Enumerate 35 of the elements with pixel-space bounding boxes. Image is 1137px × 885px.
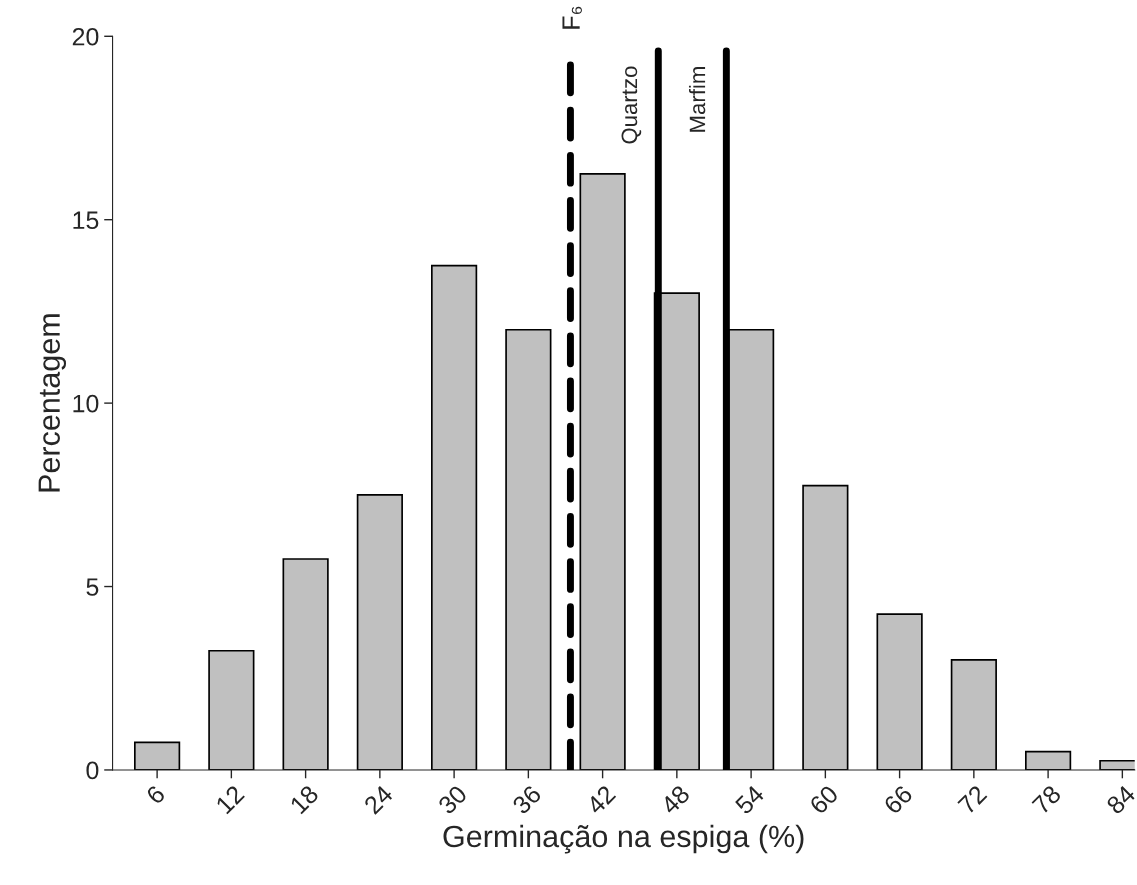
x-tick-label: 12 bbox=[215, 784, 245, 815]
x-tick-label: 30 bbox=[437, 784, 468, 816]
bar bbox=[579, 173, 626, 770]
x-tick-label: 78 bbox=[1031, 784, 1062, 815]
x-tick-label: 24 bbox=[363, 784, 394, 815]
ref-line-label: Quartzo bbox=[621, 66, 642, 144]
x-tick-label: 42 bbox=[585, 784, 617, 816]
bar bbox=[876, 613, 923, 770]
ref-line-label: F₆ bbox=[562, 6, 582, 29]
y-tick-label: 0 bbox=[86, 761, 99, 780]
bar bbox=[134, 741, 181, 770]
y-axis-title: Percentagem bbox=[38, 314, 67, 492]
bar bbox=[208, 649, 255, 770]
x-tick-label: 60 bbox=[808, 784, 840, 815]
y-tick-label: 5 bbox=[86, 578, 99, 596]
x-tick-label: 84 bbox=[1105, 784, 1137, 816]
x-tick-label: 6 bbox=[145, 784, 166, 806]
x-tick-label: 48 bbox=[659, 784, 691, 816]
y-tick-label: 10 bbox=[73, 394, 99, 413]
x-axis-title: Germinação na espiga (%) bbox=[443, 824, 804, 854]
bar bbox=[505, 328, 552, 770]
bar bbox=[802, 484, 849, 770]
bar bbox=[1024, 750, 1072, 770]
x-tick-label: 36 bbox=[511, 784, 543, 816]
x-tick-label: 18 bbox=[289, 784, 320, 815]
y-tick-label: 15 bbox=[73, 211, 99, 230]
bar bbox=[950, 659, 997, 770]
y-tick-label: 20 bbox=[72, 27, 99, 46]
bar bbox=[430, 264, 478, 770]
bar bbox=[282, 558, 329, 770]
x-tick-label: 54 bbox=[734, 784, 766, 816]
ref-line-label: Marfim bbox=[688, 67, 706, 132]
x-tick-label: 66 bbox=[882, 784, 914, 815]
bar bbox=[356, 493, 403, 770]
x-tick-label: 72 bbox=[957, 784, 988, 815]
